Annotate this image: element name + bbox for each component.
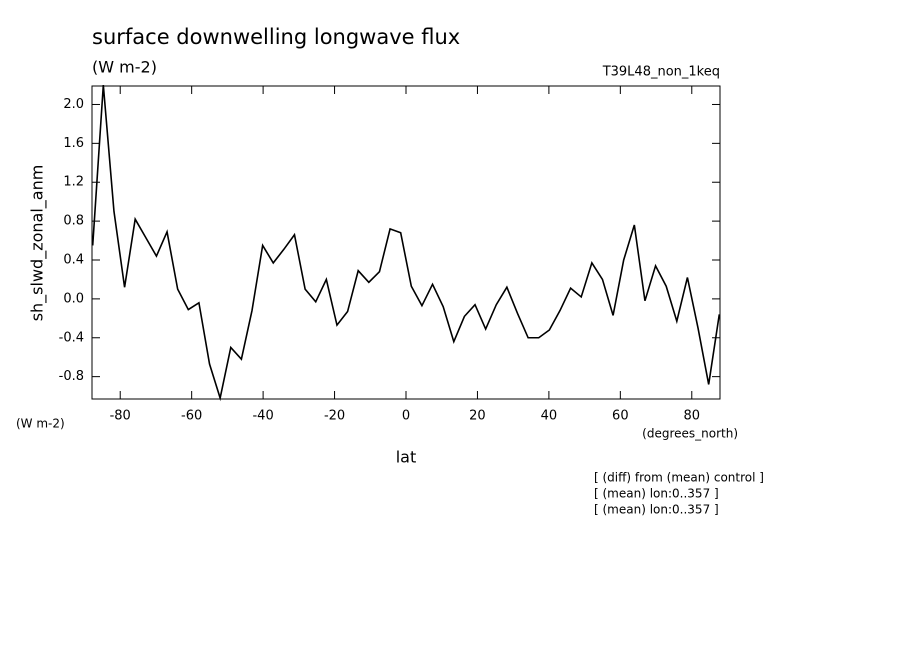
x-tick-label: -40 — [252, 409, 273, 424]
x-tick-label: -60 — [181, 409, 202, 424]
x-axis-label: lat — [396, 448, 417, 467]
y-units: (W m-2) — [16, 417, 65, 431]
note: [ (diff) from (mean) control ] — [594, 471, 764, 485]
x-tick-label: 60 — [612, 409, 629, 424]
y-tick-label: 2.0 — [63, 97, 84, 112]
y-tick-label: 0.8 — [63, 214, 84, 229]
run-label: T39L48_non_1keq — [602, 65, 720, 80]
x-tick-label: 40 — [541, 409, 558, 424]
x-tick-label: -80 — [110, 409, 131, 424]
data-line — [91, 84, 721, 402]
y-tick-label: 1.2 — [63, 175, 84, 190]
plot-frame — [91, 85, 721, 400]
x-units: (degrees_north) — [642, 427, 738, 441]
x-tick-label: 0 — [402, 409, 410, 424]
x-tick-label: 20 — [469, 409, 486, 424]
y-tick-label: -0.8 — [59, 369, 84, 384]
y-tick-label: 0.0 — [63, 291, 84, 306]
chart-title: surface downwelling longwave flux — [92, 25, 460, 49]
y-axis-label: sh_slwd_zonal_anm — [28, 165, 48, 322]
y-tick-label: 1.6 — [63, 136, 84, 151]
chart-subtitle: (W m-2) — [92, 58, 157, 77]
x-tick-label: 80 — [684, 409, 701, 424]
note: [ (mean) lon:0..357 ] — [594, 503, 719, 517]
x-tick-label: -20 — [324, 409, 345, 424]
note: [ (mean) lon:0..357 ] — [594, 487, 719, 501]
y-tick-label: 0.4 — [63, 252, 84, 267]
y-tick-label: -0.4 — [59, 330, 84, 345]
